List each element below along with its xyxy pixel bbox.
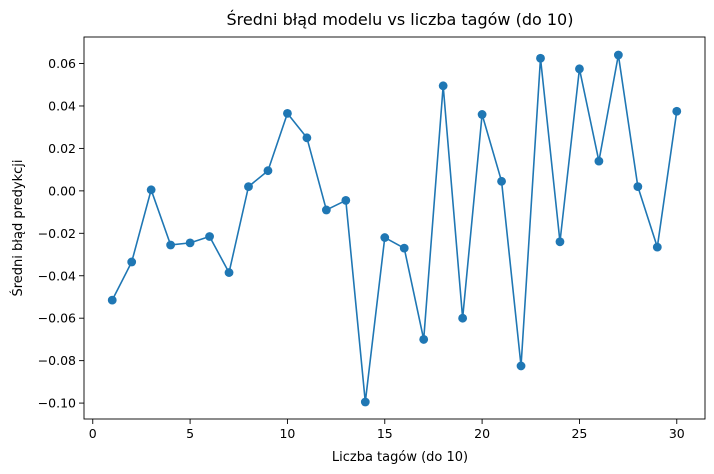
data-point bbox=[321, 205, 331, 215]
y-tick-label: −0.08 bbox=[38, 353, 76, 368]
data-point bbox=[516, 361, 526, 371]
data-point bbox=[360, 397, 370, 407]
data-point bbox=[166, 240, 176, 250]
x-tick-label: 25 bbox=[571, 426, 587, 441]
data-point bbox=[127, 257, 137, 267]
x-tick-label: 10 bbox=[279, 426, 295, 441]
data-point bbox=[341, 196, 351, 205]
y-tick-label: −0.10 bbox=[38, 396, 76, 411]
plot-area: 0 5 10 15 20 25 30 −0.10 −0.08 −0.06 −0.04 −0.02 0.0… bbox=[38, 36, 706, 441]
data-point bbox=[594, 156, 604, 166]
data-point bbox=[477, 110, 487, 119]
data-point bbox=[146, 185, 156, 195]
data-point bbox=[613, 50, 623, 60]
data-point bbox=[419, 335, 429, 344]
data-point bbox=[205, 232, 214, 241]
y-tick-label: 0.06 bbox=[48, 56, 76, 71]
data-point bbox=[672, 106, 682, 116]
data-point bbox=[302, 133, 312, 143]
data-point bbox=[555, 237, 565, 247]
data-point bbox=[224, 268, 234, 277]
x-axis-label: Liczba tagów (do 10) bbox=[332, 450, 468, 465]
y-tick-label: 0.02 bbox=[48, 141, 76, 156]
data-point bbox=[263, 166, 273, 176]
data-point bbox=[399, 243, 409, 253]
y-tick-label: −0.06 bbox=[38, 311, 76, 326]
chart-title: Średni błąd modelu vs liczba tagów (do 1… bbox=[227, 10, 574, 29]
data-point bbox=[458, 313, 468, 323]
data-point bbox=[575, 64, 584, 74]
y-tick-label: −0.02 bbox=[38, 226, 76, 241]
data-point bbox=[497, 176, 506, 186]
y-tick-label: −0.04 bbox=[38, 268, 76, 283]
y-tick-label: 0.00 bbox=[48, 183, 76, 198]
x-tick-label: 5 bbox=[186, 426, 194, 441]
x-tick-label: 15 bbox=[377, 426, 393, 441]
x-tick-label: 20 bbox=[474, 426, 490, 441]
data-point bbox=[536, 53, 545, 63]
data-point bbox=[185, 238, 195, 248]
data-point bbox=[633, 182, 643, 192]
y-axis-label: Średni błąd predykcji bbox=[10, 160, 26, 297]
x-tick-label: 30 bbox=[669, 426, 685, 441]
data-point bbox=[283, 109, 292, 118]
axes-frame bbox=[83, 36, 706, 420]
data-point bbox=[107, 295, 117, 305]
y-tick-label: 0.04 bbox=[48, 98, 76, 113]
data-point bbox=[380, 233, 390, 242]
x-tick-label: 0 bbox=[89, 426, 97, 441]
data-point bbox=[244, 182, 253, 192]
data-point bbox=[652, 242, 662, 252]
data-point bbox=[438, 81, 448, 91]
